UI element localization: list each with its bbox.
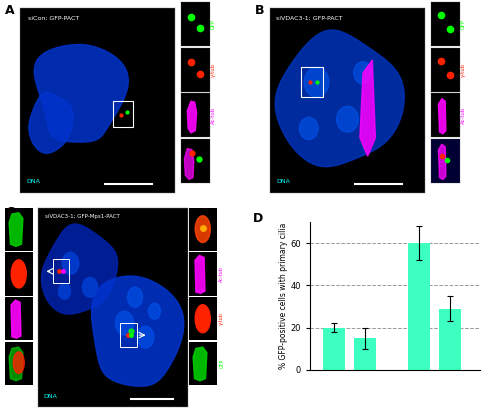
Text: γ-tub: γ-tub <box>211 62 216 77</box>
Polygon shape <box>34 44 128 142</box>
Polygon shape <box>360 60 376 156</box>
Polygon shape <box>184 149 194 179</box>
Polygon shape <box>148 303 160 319</box>
Ellipse shape <box>195 305 210 333</box>
Text: D: D <box>252 212 263 225</box>
Bar <box>408 243 430 370</box>
Text: DNA: DNA <box>44 394 58 399</box>
Text: siCon; GFP-PACT: siCon; GFP-PACT <box>28 16 79 21</box>
Text: Ac-tub: Ac-tub <box>211 107 216 124</box>
Text: Ac-tub: Ac-tub <box>461 107 466 124</box>
Polygon shape <box>42 224 117 314</box>
Ellipse shape <box>11 260 26 288</box>
Polygon shape <box>29 92 73 153</box>
Polygon shape <box>300 118 318 139</box>
Polygon shape <box>92 276 184 386</box>
Bar <box>323 328 345 370</box>
Text: GFP: GFP <box>219 359 224 368</box>
Text: Merge: Merge <box>461 152 466 169</box>
Ellipse shape <box>195 216 210 242</box>
Polygon shape <box>138 326 154 348</box>
Text: γ-tub: γ-tub <box>0 268 1 280</box>
Y-axis label: % GFP-positive cells with primary cilia: % GFP-positive cells with primary cilia <box>278 223 287 369</box>
Polygon shape <box>438 99 446 134</box>
Text: Merge: Merge <box>211 152 216 169</box>
Polygon shape <box>116 311 134 335</box>
Text: GFP: GFP <box>0 224 1 234</box>
Text: Ac-tub: Ac-tub <box>219 266 224 282</box>
Text: Ac-tub: Ac-tub <box>0 311 1 327</box>
Text: siVDAC3-1; GFP-PACT: siVDAC3-1; GFP-PACT <box>276 16 343 21</box>
Ellipse shape <box>13 352 24 374</box>
Text: Merge: Merge <box>0 356 1 371</box>
Bar <box>301 67 322 97</box>
Polygon shape <box>11 300 21 338</box>
Bar <box>354 338 376 370</box>
Text: A: A <box>5 4 15 17</box>
Polygon shape <box>276 30 404 166</box>
Bar <box>113 101 133 127</box>
Text: GFP: GFP <box>211 19 216 29</box>
Polygon shape <box>9 347 23 381</box>
Text: Merge: Merge <box>219 222 224 237</box>
Text: DNA: DNA <box>276 179 290 184</box>
Text: C: C <box>5 206 14 219</box>
Polygon shape <box>188 101 196 133</box>
Polygon shape <box>128 287 142 307</box>
Bar <box>120 323 136 347</box>
Polygon shape <box>193 347 207 381</box>
Text: γ-tub: γ-tub <box>461 62 466 77</box>
Bar <box>438 309 461 370</box>
Polygon shape <box>438 144 446 179</box>
Polygon shape <box>58 283 70 299</box>
Text: B: B <box>255 4 264 17</box>
Polygon shape <box>195 255 205 293</box>
Text: GFP: GFP <box>461 19 466 29</box>
Bar <box>52 259 69 283</box>
Text: DNA: DNA <box>26 179 40 184</box>
Polygon shape <box>82 277 98 297</box>
Text: siVDAC3-1; GFP-Mps1-PACT: siVDAC3-1; GFP-Mps1-PACT <box>45 214 120 219</box>
Text: γ-tub: γ-tub <box>219 312 224 325</box>
Polygon shape <box>304 67 329 97</box>
Polygon shape <box>336 106 358 132</box>
Polygon shape <box>62 252 79 274</box>
Polygon shape <box>354 62 372 84</box>
Polygon shape <box>9 213 23 247</box>
